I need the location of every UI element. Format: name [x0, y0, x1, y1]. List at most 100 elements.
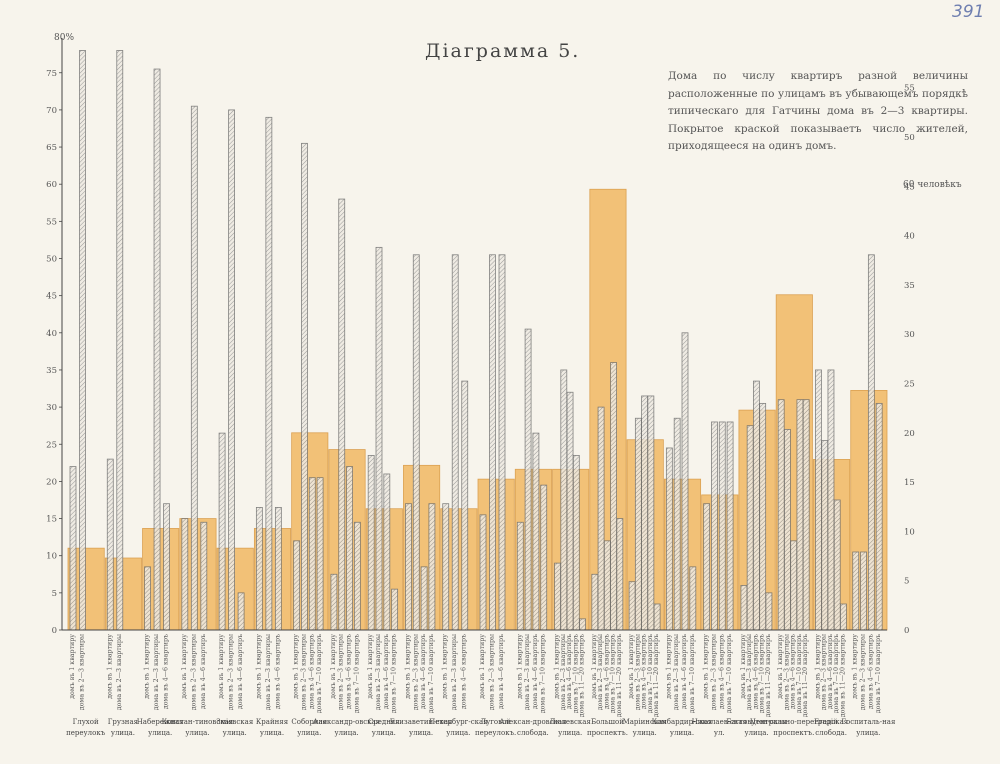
street-label: улица.	[372, 729, 396, 737]
right-axis-unit: 60 человѣкъ	[903, 180, 962, 190]
houses-pct-bar	[428, 503, 436, 631]
houses-pct-bar	[579, 618, 586, 631]
street-label: Комбардир-ская	[652, 718, 713, 726]
left-axis-tick-label: 20	[46, 477, 57, 487]
bar-type-label: домъ въ 1 квартиру	[591, 634, 598, 699]
right-axis-tick-label: 40	[904, 232, 915, 242]
houses-pct-bar	[616, 518, 624, 631]
bar-type-label: домъ въ 1 квартиру	[404, 634, 411, 699]
street-label: Маріинская	[623, 718, 668, 726]
left-axis-tick-label: 15	[46, 515, 57, 525]
left-axis-tick-label: 30	[46, 403, 57, 413]
street-label: улица.	[558, 729, 582, 737]
houses-pct-bar	[237, 592, 245, 631]
houses-pct-bar	[442, 503, 450, 631]
houses-pct-bar	[746, 425, 754, 631]
houses-pct-bar	[516, 521, 524, 631]
bar-type-label: дома въ 4—6 квартиръ	[603, 634, 610, 709]
houses-pct-bar	[597, 406, 605, 631]
houses-pct-bar	[802, 399, 810, 631]
houses-pct-bar	[711, 421, 718, 631]
street-label: Грузная	[108, 718, 139, 726]
houses-pct-bar	[367, 454, 375, 631]
street-label: улица.	[223, 729, 247, 737]
houses-pct-bar	[330, 573, 338, 631]
street-label: улица.	[633, 729, 657, 737]
houses-pct-bar	[375, 246, 383, 631]
bar-type-label: домъ въ 1 квартиру	[367, 634, 374, 699]
bar-type-label: дома въ 4—6 квартиръ	[346, 634, 353, 709]
houses-pct-bar	[641, 395, 648, 631]
right-axis-tick-label: 5	[904, 577, 909, 587]
bar-type-label: дома въ 7—10 квартиръ	[353, 634, 360, 713]
left-axis-tick-label: 75	[46, 69, 57, 79]
houses-pct-bar	[726, 421, 734, 631]
bar-type-label: дома въ 7—10 квартиръ	[610, 634, 617, 713]
houses-pct-bar	[79, 50, 86, 631]
left-axis-tick-label: 60	[46, 180, 57, 190]
street-label: Луговой	[480, 718, 511, 726]
street-label: улица.	[111, 729, 135, 737]
page-number: 391	[952, 2, 985, 22]
houses-pct-bar	[144, 566, 151, 631]
houses-pct-bar	[106, 458, 114, 631]
houses-pct-bar	[524, 328, 532, 631]
bar-type-label: домъ въ 1 квартиру	[69, 634, 76, 699]
houses-pct-bar	[827, 369, 835, 631]
bar-type-label: дома въ 7—10 квартиръ	[316, 634, 323, 713]
houses-pct-bar	[218, 432, 226, 631]
houses-pct-bar	[69, 466, 77, 631]
houses-pct-bar	[301, 142, 308, 631]
houses-pct-bar	[412, 254, 420, 631]
street-label: Госпиталь-ная	[841, 718, 896, 726]
houses-pct-bar	[346, 466, 353, 631]
bar-type-label: дома въ 2—3 квартиры	[746, 634, 753, 710]
bar-type-label: дома въ 2—3 квартиры	[116, 634, 123, 710]
houses-pct-bar	[833, 499, 841, 631]
bar-type-label: дома въ 7—10 квартиръ	[540, 634, 547, 713]
bar-type-label: дома въ 7—10 квартиръ	[833, 634, 840, 713]
houses-pct-bar	[540, 484, 548, 631]
bar-type-label: домъ въ 1 квартиру	[777, 634, 784, 699]
houses-pct-bar	[572, 454, 580, 631]
street-label: ул.	[714, 729, 725, 737]
houses-pct-bar	[554, 562, 561, 631]
street-label: улица.	[409, 729, 433, 737]
street-label: улица.	[856, 729, 880, 737]
street-label: улица.	[260, 729, 284, 737]
houses-pct-bar	[821, 440, 829, 631]
bar-type-label: дома въ 7—10 квартиръ	[875, 634, 882, 713]
houses-pct-bar	[338, 198, 346, 631]
street-label: улица.	[185, 729, 209, 737]
houses-pct-bar	[308, 477, 316, 631]
bar-type-label: дома въ 4—6 квартиръ	[641, 634, 648, 709]
houses-pct-bar	[116, 50, 124, 631]
bar-type-label: дома въ 4—6 квартиръ	[308, 634, 315, 709]
right-axis-tick-label: 0	[904, 626, 909, 636]
houses-pct-bar	[628, 581, 636, 631]
houses-pct-bar	[665, 447, 673, 631]
houses-pct-bar	[740, 585, 748, 631]
bar-type-label: домъ въ 1 квартиру	[442, 634, 449, 699]
bar-type-label: домъ въ 1 квартиру	[255, 634, 262, 699]
bar-type-label: дома въ 2—3 квартиры	[375, 634, 382, 710]
houses-pct-bar	[190, 105, 198, 631]
bar-type-label: дома въ 11—20 квартиръ	[802, 634, 809, 717]
street-label: улица.	[744, 729, 768, 737]
street-label: Зміевская	[216, 718, 254, 726]
street-label: Николаев-ская	[692, 718, 748, 726]
bar-type-label: дома въ 4—6 квартиръ	[420, 634, 427, 709]
street-label: Елизаветин-ская	[390, 718, 453, 726]
bar-type-label: домъ въ 1 квартиру	[554, 634, 561, 699]
houses-pct-bar	[560, 369, 568, 631]
right-axis-tick-label: 10	[904, 527, 915, 537]
street-label: проспектъ.	[587, 729, 628, 737]
bar-type-label: дома въ 2—3 квартиры	[710, 634, 717, 710]
bar-type-label: дома въ 4—6 квартиръ	[752, 634, 759, 709]
houses-pct-bar	[383, 473, 391, 631]
bar-type-label: дома въ 4—6 квартиръ	[383, 634, 390, 709]
bar-type-label: дома въ 4—6 квартиръ	[718, 634, 725, 709]
bar-type-label: дома въ 4—6 квартиръ	[867, 634, 874, 709]
bar-type-label: домъ въ 1 квартиру	[218, 634, 225, 699]
bar-type-label: дома въ 7—10 квартиръ	[796, 634, 803, 713]
